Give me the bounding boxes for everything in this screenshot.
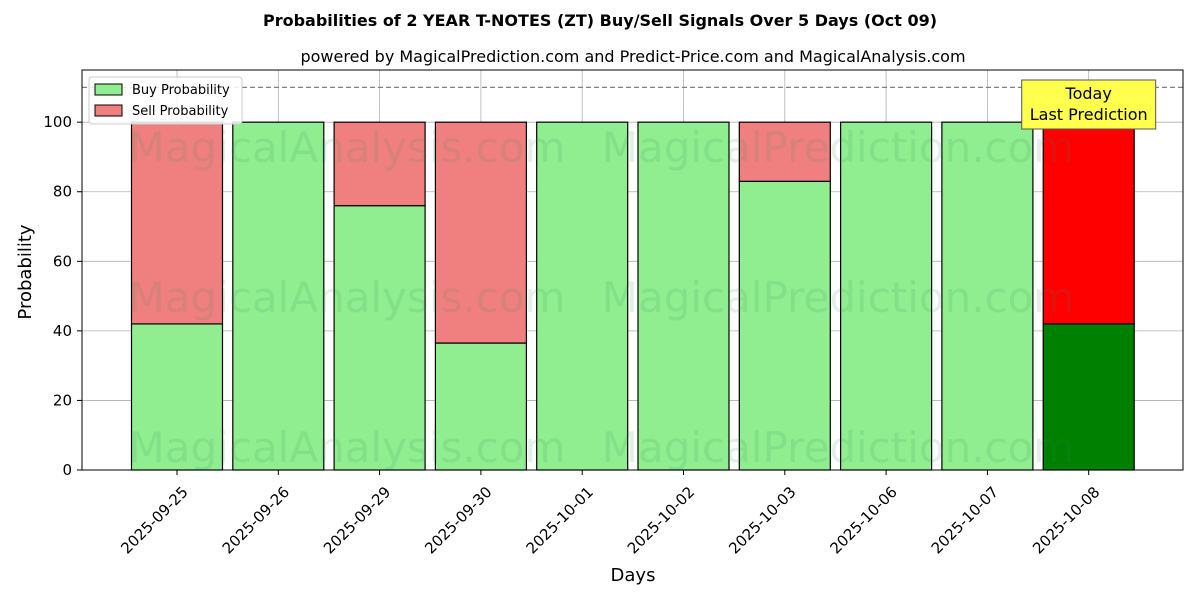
buy-bar — [637, 121, 730, 471]
x-tick-label: 2025-10-03 — [725, 483, 799, 557]
buy-bar — [941, 121, 1034, 471]
x-axis: 2025-09-25 2025-09-26 2025-09-29 2025-09-30… — [117, 470, 1103, 557]
x-tick-label: 2025-10-01 — [523, 483, 597, 557]
buy-bar — [738, 180, 831, 471]
legend-swatch — [94, 83, 123, 96]
x-tick-label: 2025-09-25 — [117, 483, 191, 557]
sell-bar — [333, 121, 426, 207]
y-tick-label: 40 — [53, 322, 72, 340]
x-tick-label: 2025-09-29 — [320, 483, 394, 557]
x-tick-label: 2025-10-06 — [826, 483, 900, 557]
sell-bar — [738, 121, 831, 182]
y-axis: 0 20 40 60 80 100 — [43, 113, 82, 479]
watermark-text: MagicalAnalysis.com — [129, 273, 566, 322]
legend-box — [88, 76, 243, 125]
plot-frame — [81, 69, 1184, 471]
legend: Buy Probability Sell Probability — [88, 76, 243, 125]
x-axis-label: Days — [611, 565, 656, 586]
legend-label: Sell Probability — [132, 104, 229, 119]
annotation-text: Last Prediction — [1030, 105, 1148, 124]
y-axis-label: Probability — [15, 224, 36, 319]
buy-bar — [130, 323, 224, 471]
annotation-box — [1021, 79, 1157, 130]
sell-bar — [434, 121, 527, 344]
watermark-text: MagicalPrediction.com — [602, 423, 1075, 472]
buy-bar — [1042, 323, 1135, 471]
watermark-text: MagicalAnalysis.com — [129, 123, 566, 172]
x-tick-label: 2025-09-30 — [421, 483, 495, 557]
y-tick-label: 0 — [62, 461, 72, 479]
legend-swatch — [94, 104, 123, 117]
legend-label: Buy Probability — [132, 83, 230, 98]
sell-bar — [130, 121, 224, 325]
x-tick-label: 2025-10-02 — [624, 483, 698, 557]
buy-bar — [434, 342, 527, 471]
chart-title: Probabilities of 2 YEAR T-NOTES (ZT) Buy… — [263, 11, 937, 30]
sell-bar — [1042, 121, 1135, 325]
buy-bar — [333, 205, 426, 471]
watermark-text: MagicalPrediction.com — [602, 273, 1075, 322]
x-tick-label: 2025-10-08 — [1029, 483, 1103, 557]
watermark-text: MagicalPrediction.com — [602, 123, 1075, 172]
x-tick-label: 2025-09-26 — [219, 483, 293, 557]
buy-bar — [839, 121, 933, 471]
y-tick-label: 100 — [43, 113, 72, 131]
watermarks: MagicalAnalysis.com MagicalPrediction.com… — [129, 123, 1075, 472]
x-tick-label: 2025-10-07 — [928, 483, 1002, 557]
today-annotation: Today Last Prediction — [1021, 79, 1157, 130]
chart-subtitle: powered by MagicalPrediction.com and Pre… — [300, 47, 965, 66]
watermark-text: MagicalAnalysis.com — [129, 423, 566, 472]
y-tick-label: 80 — [53, 183, 72, 201]
annotation-text: Today — [1065, 84, 1112, 103]
bars — [130, 121, 1135, 471]
y-tick-label: 60 — [53, 252, 72, 270]
y-tick-label: 20 — [53, 391, 72, 409]
